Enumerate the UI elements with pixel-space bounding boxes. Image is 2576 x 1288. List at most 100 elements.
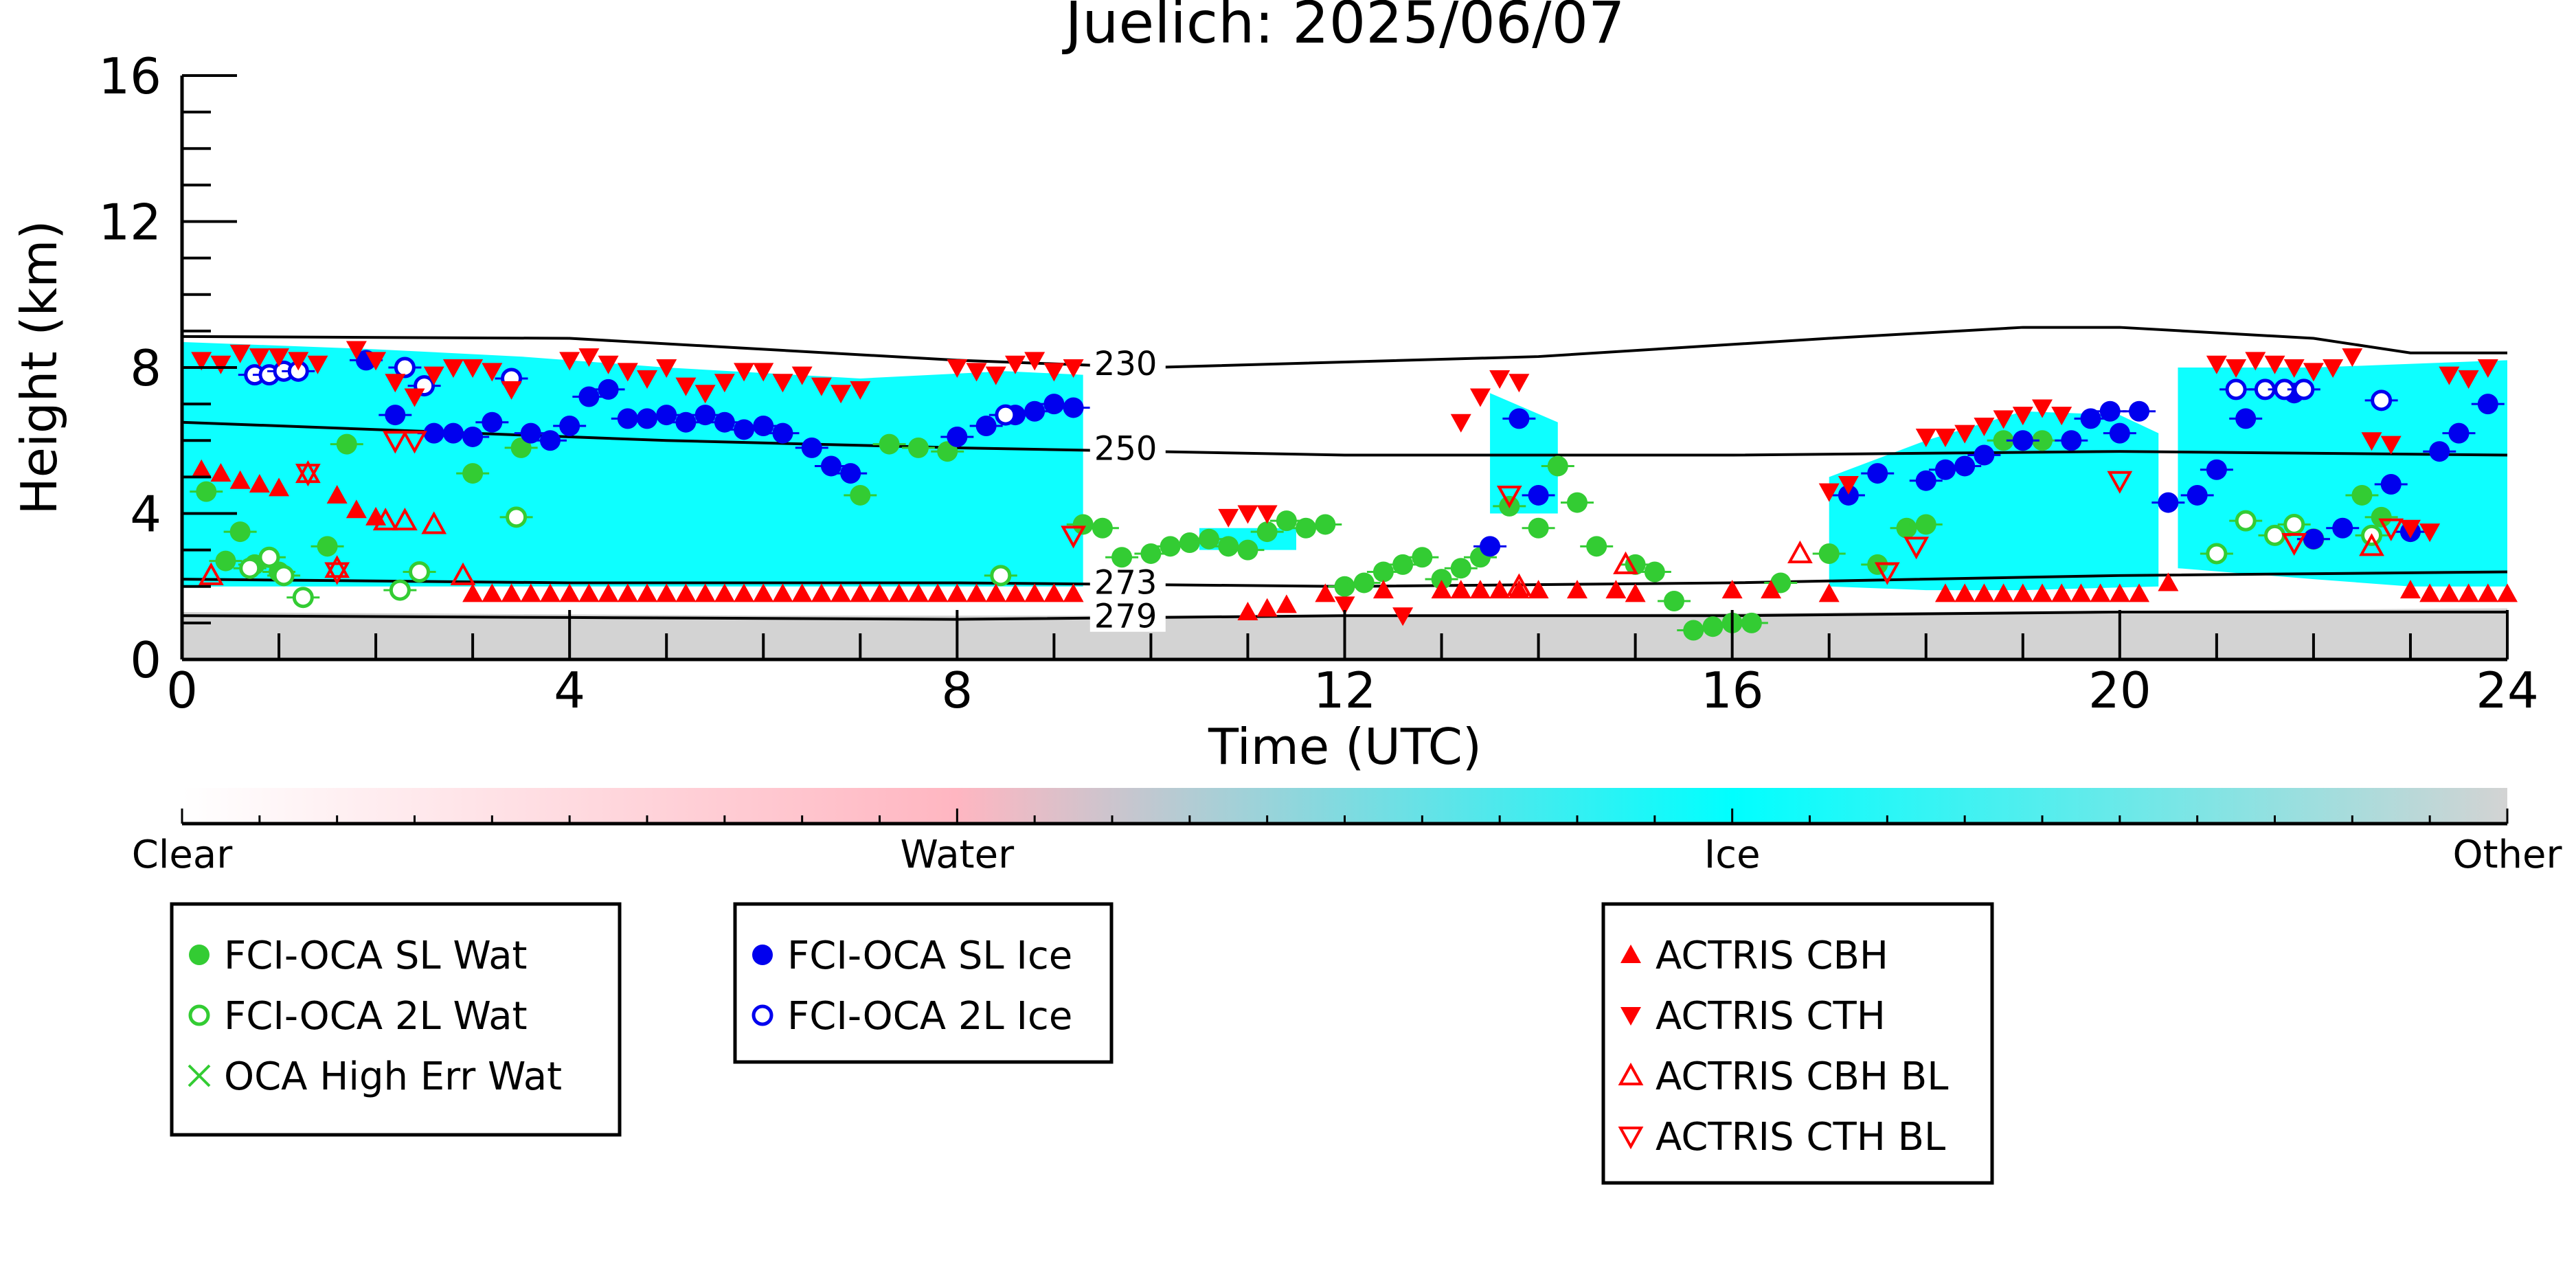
data-point [985, 366, 1006, 385]
data-point [2477, 394, 2498, 415]
data-point [2158, 492, 2179, 513]
data-point [1372, 561, 1394, 583]
data-point [2439, 583, 2460, 602]
data-point [392, 508, 418, 531]
data-point [2380, 474, 2402, 495]
data-point [404, 388, 425, 407]
data-point [2399, 580, 2421, 599]
legend-marker [1620, 1007, 1641, 1026]
data-point [617, 363, 638, 382]
data-point [1915, 514, 1936, 535]
data-point [273, 565, 295, 587]
data-point [1111, 547, 1133, 568]
data-point [258, 546, 280, 568]
data-point [1004, 583, 1026, 602]
legend-box-2: FCI-OCA SL Ice FCI-OCA 2L Ice [733, 902, 1114, 1064]
legend-label: ACTRIS CTH [1656, 994, 1886, 1039]
data-point [2099, 400, 2121, 422]
legend-label: ACTRIS CBH BL [1656, 1054, 1948, 1099]
isotherm-label-273: 273 [1094, 563, 1157, 602]
data-point [2158, 572, 2179, 591]
data-point [2107, 471, 2133, 494]
data-point [1353, 572, 1375, 594]
legend-marker [188, 1064, 211, 1087]
data-point [1915, 428, 1936, 447]
x-tick-label: 20 [2088, 662, 2151, 719]
y-tick-label: 16 [98, 47, 161, 105]
data-point [1644, 561, 1665, 583]
data-point [2090, 583, 2111, 602]
data-point [365, 352, 387, 371]
data-point [2187, 484, 2208, 506]
data-point [1528, 580, 1549, 599]
data-point [714, 583, 735, 602]
data-point [772, 583, 793, 602]
data-point [1450, 580, 1471, 599]
data-point [578, 583, 600, 602]
data-point [2419, 523, 2441, 543]
data-point [210, 355, 231, 374]
data-point [1256, 521, 1278, 543]
data-point [2206, 355, 2227, 374]
isotherm-label-bg-230 [1089, 346, 1166, 379]
data-point [510, 437, 532, 458]
data-point [1547, 455, 1568, 477]
data-point [694, 583, 716, 602]
colorbar-label-other: Other [2452, 833, 2562, 877]
data-point [385, 405, 406, 426]
data-point [442, 359, 464, 378]
legend-label: FCI-OCA 2L Wat [224, 994, 528, 1039]
data-point [734, 363, 755, 382]
data-point [249, 474, 270, 493]
data-point [1509, 374, 1530, 393]
colorbar: Clear Water Ice Other [132, 788, 2562, 877]
data-point [850, 484, 871, 506]
data-point [617, 408, 638, 429]
data-point [1528, 484, 1549, 506]
data-point [402, 431, 427, 454]
data-point [985, 583, 1006, 602]
data-point [1528, 517, 1549, 539]
isotherm-line-230 [182, 326, 2507, 370]
data-point [1480, 536, 1501, 557]
legend-marker [752, 1004, 773, 1026]
data-point [1489, 370, 1511, 389]
data-point [450, 562, 476, 585]
data-point [1993, 430, 2014, 451]
data-point [1818, 483, 1840, 502]
data-point [394, 357, 416, 379]
data-point [2129, 583, 2150, 602]
data-point [501, 381, 522, 400]
legend-frame [733, 902, 1114, 1064]
data-point [966, 583, 987, 602]
data-point [229, 470, 251, 489]
data-point [1179, 532, 1200, 553]
data-point [1761, 580, 1782, 599]
data-point [811, 583, 832, 602]
data-point [1024, 400, 1046, 422]
data-point [2399, 519, 2421, 539]
data-point [2477, 359, 2498, 378]
data-point [1625, 583, 1646, 602]
data-point [1567, 492, 1588, 513]
data-point [850, 583, 871, 602]
data-point [2448, 422, 2470, 444]
data-point [2361, 432, 2382, 451]
data-point [409, 561, 431, 583]
data-point [1256, 598, 1278, 617]
legends: FCI-OCA SL Wat FCI-OCA 2L Wat OCA High Err… [170, 902, 1994, 1185]
data-point [1934, 459, 1956, 480]
data-point [947, 359, 968, 378]
x-tick-label: 24 [2476, 662, 2539, 719]
data-point [578, 348, 600, 368]
data-point [2225, 379, 2247, 400]
series-actris-cth-bl [295, 431, 2404, 585]
colorbar-label-clear: Clear [132, 833, 233, 877]
data-point [2051, 407, 2072, 426]
data-point [694, 385, 716, 404]
data-point [772, 422, 793, 444]
x-axis-label: Time (UTC) [1208, 718, 1482, 776]
legend-label: ACTRIS CBH [1656, 934, 1888, 978]
data-point [442, 422, 464, 444]
data-point [2429, 441, 2450, 462]
